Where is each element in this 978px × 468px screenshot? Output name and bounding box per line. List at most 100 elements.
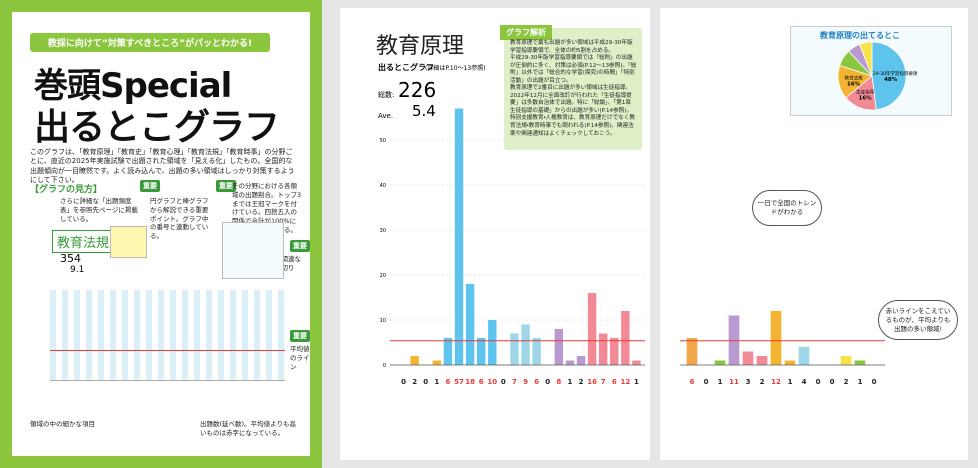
analysis-list: 教育原理で最も出題が多い領域は平成29-30年版学習指導要領で、全体の約5割を占…	[510, 40, 638, 138]
bar	[621, 311, 630, 365]
bar	[798, 347, 810, 365]
total: 226	[398, 78, 437, 102]
count-label: 0	[704, 378, 709, 386]
count-label: 1	[434, 378, 439, 386]
pie-label: 生徒指導	[856, 88, 874, 95]
note: 領域の中の細かな項目	[30, 420, 95, 428]
sample-total: 354	[60, 252, 81, 265]
count-label: 2	[412, 378, 417, 386]
tag: 重要	[216, 180, 236, 192]
bar	[610, 338, 619, 365]
analysis-box	[504, 28, 642, 150]
tag: 重要	[140, 180, 160, 192]
note: さらに詳細な「出題頻度表」を参照先ページに掲載している。	[60, 197, 138, 223]
count-label: 9	[523, 378, 528, 386]
tag: 重要	[290, 330, 310, 342]
count-label: 0	[401, 378, 406, 386]
bar	[465, 284, 475, 365]
analysis-item: 教育原理で最も出題が多い領域は平成29-30年版学習指導要領で、全体の約5割を占…	[510, 40, 633, 54]
y-tick-label: 50	[380, 138, 386, 144]
count-label: 0	[830, 378, 835, 386]
count-label: 6	[534, 378, 539, 386]
note: 平均値のライン	[290, 345, 310, 371]
count-label: 7	[601, 378, 606, 386]
count-label: 0	[545, 378, 550, 386]
bar	[587, 293, 597, 365]
count-label: 1	[634, 378, 639, 386]
count-label: 2	[844, 378, 849, 386]
pie-value: 48%	[884, 77, 898, 83]
tag: 重要	[290, 240, 310, 252]
count-label: 1	[788, 378, 793, 386]
count-label: 0	[872, 378, 877, 386]
bar	[488, 320, 497, 365]
y-tick-label: 10	[380, 318, 386, 324]
count-label: 11	[729, 378, 739, 386]
note: 出題数(延べ数)。平均値よりも高いものは赤字になっている。	[200, 420, 296, 437]
middle-title: 教育原理	[376, 34, 465, 59]
total-label: 総数:	[378, 91, 395, 99]
pie-value: 16%	[847, 82, 861, 88]
bar	[770, 311, 782, 365]
analysis-title: グラフ解析	[500, 25, 552, 40]
count-label: 0	[423, 378, 428, 386]
title-1: 巻頭Special	[34, 66, 232, 106]
count-label: 1	[858, 378, 863, 386]
pie-value: 16%	[859, 95, 873, 101]
sample-pie-box	[222, 222, 284, 279]
sample-box	[110, 226, 147, 258]
analysis-item: 教育原理で2番目に出題が多い領域は生徒指導。2022年12月に全面改訂が行われた…	[510, 85, 633, 114]
bar	[598, 333, 608, 365]
ave-label: Ave.	[378, 112, 394, 120]
bar	[784, 360, 796, 365]
pie-label: 平成29-30年学習指導要領	[864, 70, 918, 77]
pie-label: 教育法規	[845, 75, 863, 82]
banner: 教採に向けて“対策すべきところ”がパッとわかる!	[30, 33, 270, 52]
bar	[532, 338, 541, 365]
sample-average-line	[50, 350, 285, 351]
count-label: 0	[501, 378, 506, 386]
bar	[521, 324, 530, 365]
bar	[632, 360, 641, 365]
bar	[432, 360, 442, 365]
pie-slice	[871, 41, 907, 111]
y-tick-label: 20	[380, 273, 386, 279]
bar	[756, 356, 768, 365]
bar	[454, 108, 464, 365]
count-label: 6	[445, 378, 450, 386]
bar	[443, 338, 453, 365]
sample-graph	[50, 290, 285, 381]
y-tick-label: 40	[380, 183, 386, 189]
ave: 5.4	[412, 102, 436, 120]
sample-ave: 9.1	[70, 265, 85, 275]
bar	[854, 360, 866, 365]
bar	[742, 351, 754, 365]
count-label: 6	[612, 378, 617, 386]
bar	[576, 356, 586, 365]
intro: このグラフは、「教育原理」「教育史」「教育心理」「教育法規」「教育時事」の分野ご…	[30, 148, 295, 185]
title-2: 出るとこグラフ	[34, 107, 280, 148]
bar	[686, 338, 698, 365]
count-label: 18	[465, 378, 475, 386]
count-label: 0	[816, 378, 821, 386]
count-label: 7	[512, 378, 517, 386]
middle-subtitle-note: (詳細はP.10〜13参照)	[425, 65, 486, 72]
bar	[714, 360, 726, 365]
note: 円グラフと棒グラフから解説できる重要ポイント。グラフ中の番号と連動している。	[150, 197, 209, 241]
bar	[510, 333, 519, 365]
count-label: 3	[746, 378, 751, 386]
count-label: 12	[771, 378, 781, 386]
analysis-item: 平成29-30年版学習指導要領では「総則」の出題が圧倒的に多く、対策は必須(P.…	[510, 55, 637, 84]
analysis-item: 特別支援教育・人権教育は、教育原理だけでなく教育法規・教育時事でも問われる(P.…	[510, 115, 635, 137]
y-tick-label: 0	[383, 363, 386, 369]
count-label: 12	[620, 378, 630, 386]
bar	[565, 360, 575, 365]
pie-slice	[858, 41, 873, 77]
count-label: 6	[479, 378, 484, 386]
count-label: 8	[556, 378, 561, 386]
count-label: 2	[760, 378, 765, 386]
middle-subtitle: 出るとこグラフ	[378, 63, 434, 72]
count-label: 10	[487, 378, 497, 386]
count-label: 4	[802, 378, 807, 386]
